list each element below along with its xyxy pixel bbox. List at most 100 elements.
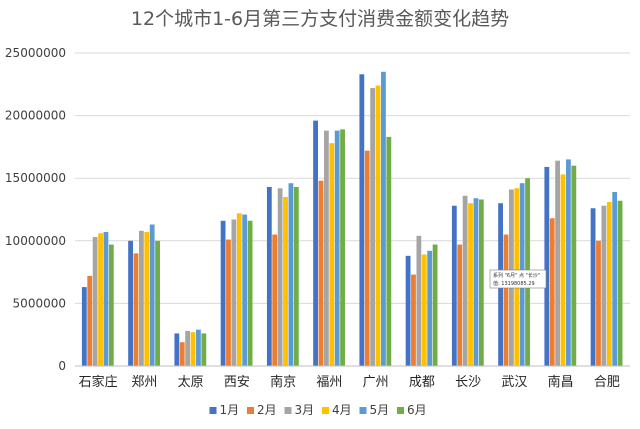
bar: [590, 208, 596, 366]
bar: [617, 200, 623, 366]
bar: [416, 235, 422, 366]
legend-label: 6月: [407, 403, 427, 417]
bar: [133, 253, 139, 366]
bar: [174, 333, 180, 366]
bar: [293, 186, 299, 366]
bar: [473, 198, 479, 366]
x-axis-categories: 石家庄 郑州 太原 西安 南京 福州 广州 成都 长沙 武汉 南昌 合肥: [79, 374, 620, 390]
bar: [381, 71, 386, 366]
bar: [411, 274, 416, 366]
bar: [334, 130, 340, 366]
bar: [283, 196, 288, 366]
legend-swatch: [247, 407, 254, 414]
x-category-label: 成都: [409, 375, 435, 390]
bar: [226, 239, 231, 366]
bar: [313, 120, 318, 366]
y-tick-label: 25000000: [5, 46, 66, 60]
bar: [606, 201, 612, 366]
y-tick-label: 5000000: [13, 296, 66, 310]
legend-label: 5月: [370, 403, 390, 417]
tooltip: 系列 "6月" 点 "长沙" 值: 13198085.29: [489, 269, 547, 289]
legend-label: 1月: [220, 403, 240, 417]
legend-swatch: [209, 407, 217, 414]
x-category-label: 武汉: [501, 375, 527, 390]
bar: [468, 203, 473, 366]
bar: [196, 329, 201, 366]
x-category-label: 合肥: [594, 375, 620, 390]
bar: [503, 234, 509, 366]
bar: [144, 232, 150, 366]
x-category-label: 长沙: [455, 375, 481, 390]
x-category-label: 郑州: [131, 375, 157, 390]
bar: [571, 165, 577, 366]
bar: [427, 250, 433, 366]
bar: [220, 220, 226, 366]
bar: [277, 188, 283, 366]
bar: [81, 287, 87, 366]
legend-swatch: [359, 407, 367, 414]
bar: [601, 205, 607, 366]
bar: [179, 342, 185, 366]
bar: [236, 213, 242, 366]
legend-label: 3月: [295, 403, 315, 417]
legend-label: 4月: [332, 403, 352, 417]
bar: [108, 244, 114, 366]
bar: [266, 186, 272, 366]
bar: [242, 214, 248, 366]
x-category-label: 西安: [224, 375, 250, 390]
bar: [155, 240, 160, 366]
bar: [549, 218, 555, 366]
x-category-label: 广州: [363, 375, 389, 390]
bar: [359, 74, 365, 366]
bar: [375, 85, 381, 367]
bar: [87, 275, 93, 366]
chart-title: 12个城市1-6月第三方支付消费金额变化趋势: [131, 8, 509, 30]
legend-swatch: [284, 407, 292, 414]
bar: [555, 160, 561, 366]
bar: [544, 166, 550, 366]
bar: [231, 219, 237, 366]
bar: [457, 244, 463, 366]
bar: [318, 180, 324, 366]
bar: [201, 333, 207, 366]
bar: [138, 230, 144, 366]
bar: [288, 183, 294, 366]
bar: [370, 88, 376, 366]
bar: [364, 150, 370, 366]
bar: [478, 199, 484, 366]
bar: [405, 255, 411, 366]
bar: [272, 234, 278, 366]
bar: [340, 129, 345, 366]
bar: [247, 220, 253, 366]
x-category-label: 福州: [316, 375, 342, 390]
y-tick-label: 0: [58, 359, 66, 373]
y-tick-label: 10000000: [5, 234, 66, 248]
gridlines: [75, 52, 630, 304]
x-category-label: 南京: [270, 374, 296, 390]
legend-swatch: [322, 407, 329, 414]
tooltip-box: [489, 269, 547, 289]
bar: [323, 130, 329, 366]
y-tick-label: 15000000: [5, 171, 66, 185]
x-category-label: 石家庄: [79, 374, 118, 390]
y-axis-ticks: 0 5000000 10000000 15000000 20000000 25000000: [5, 46, 66, 373]
bar: [149, 224, 155, 366]
y-tick-label: 20000000: [5, 109, 66, 123]
bar: [451, 205, 457, 366]
x-category-label: 南昌: [548, 374, 574, 390]
bar: [92, 237, 98, 366]
bar: [128, 240, 133, 366]
bar: [185, 330, 191, 366]
x-category-label: 太原: [178, 375, 204, 390]
bar: [596, 240, 601, 366]
bar: [329, 143, 335, 366]
legend-label: 2月: [257, 403, 277, 417]
legend-swatch: [397, 407, 404, 414]
bar: [432, 244, 438, 366]
bar: [386, 136, 392, 366]
bar: [103, 232, 109, 366]
bar: [560, 174, 566, 366]
bar: [190, 332, 196, 366]
bar: [566, 159, 571, 366]
